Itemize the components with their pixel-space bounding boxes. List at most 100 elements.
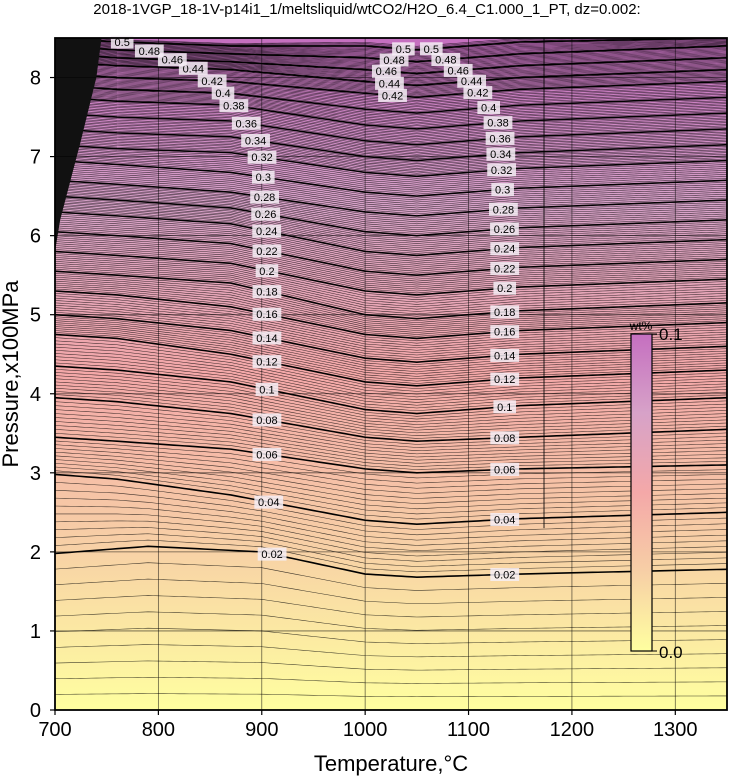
contour-minor — [55, 164, 727, 201]
contour-minor — [55, 94, 727, 127]
contour-label-bg — [420, 42, 443, 56]
contour-label: 0.28 — [254, 192, 275, 204]
contour-minor — [55, 433, 727, 470]
contour-label: 0.36 — [236, 118, 257, 130]
contour-minor — [55, 384, 727, 431]
contour-label-bg — [257, 547, 287, 561]
contour-minor — [55, 189, 727, 229]
y-axis-label: Pressure,x100MPa — [0, 280, 23, 468]
contour-minor — [55, 255, 727, 300]
contour-minor — [55, 324, 727, 375]
unstable-region — [55, 38, 102, 252]
contour-minor — [55, 261, 727, 308]
contour-label-bg — [252, 224, 282, 238]
contour-label-bg — [490, 305, 520, 319]
contour-minor — [63, 38, 697, 49]
contour-label: 0.34 — [245, 135, 266, 147]
contour-label: 0.02 — [494, 569, 515, 581]
contour-label-bg — [231, 116, 261, 130]
contour-minor — [55, 330, 727, 382]
contour-label: 0.1 — [497, 402, 512, 414]
contour-minor — [55, 309, 727, 358]
contour-minor — [55, 266, 727, 315]
contour-label-bg — [490, 261, 520, 275]
contour-major — [55, 195, 727, 237]
contour-label-bg — [219, 99, 249, 113]
contour-minor — [55, 611, 727, 631]
contour-label: 0.2 — [259, 266, 274, 278]
contour-minor — [55, 98, 727, 131]
contour-minor — [55, 372, 727, 420]
contour-label: 0.24 — [494, 244, 515, 256]
contour-label-bg — [252, 355, 282, 369]
y-tick-label: 5 — [30, 305, 41, 327]
contour-minor — [55, 183, 727, 221]
contour-major — [55, 230, 727, 276]
contour-minor — [55, 215, 727, 260]
contour-label-bg — [457, 74, 487, 88]
contour-minor — [55, 378, 727, 425]
contour-minor — [55, 350, 727, 400]
contour-minor — [55, 139, 727, 172]
contour-minor — [55, 106, 727, 139]
contour-minor — [55, 394, 727, 439]
contour-label: 0.26 — [255, 209, 276, 221]
contour-minor — [55, 117, 727, 150]
contour-major — [55, 112, 727, 146]
contour-minor — [55, 401, 727, 445]
contour-minor — [55, 346, 727, 398]
contour-label: 0.5 — [396, 44, 411, 56]
contour-minor — [55, 170, 727, 207]
contour-label-bg — [252, 170, 275, 184]
contour-minor — [55, 455, 727, 499]
contour-label-bg — [493, 400, 517, 414]
contour-major — [55, 84, 727, 114]
contour-label: 0.34 — [490, 149, 511, 161]
x-tick-label: 800 — [142, 719, 175, 741]
contour-label: 0.5 — [424, 44, 439, 56]
contour-minor — [55, 368, 727, 417]
contour-label-bg — [251, 207, 281, 221]
contour-lines — [55, 38, 727, 710]
contour-minor — [55, 282, 727, 331]
contour-minor — [55, 562, 727, 591]
x-axis-label: Temperature,°C — [314, 751, 468, 776]
contour-minor — [55, 320, 727, 370]
contour-minor — [55, 174, 727, 211]
contour-minor — [55, 272, 727, 321]
contour-minor — [55, 302, 727, 351]
contour-minor — [55, 444, 727, 484]
contour-label-bg — [252, 413, 282, 427]
contour-label: 0.22 — [494, 263, 515, 275]
contour-label: 0.02 — [261, 549, 282, 561]
contour-label-bg — [255, 382, 279, 396]
contour-minor — [55, 489, 727, 536]
contour-minor — [55, 187, 727, 227]
contour-minor — [55, 337, 727, 389]
contour-minor — [55, 627, 727, 644]
contour-minor — [55, 229, 727, 274]
contour-minor — [55, 213, 727, 258]
contour-minor — [55, 326, 727, 377]
contour-label-bg — [490, 462, 520, 476]
contour-label: 0.06 — [256, 449, 277, 461]
contour-major — [55, 436, 727, 474]
contour-minor — [55, 466, 727, 515]
contour-label: 0.4 — [481, 103, 496, 115]
x-tick-label: 1100 — [447, 719, 490, 741]
plot-frame — [54, 37, 728, 711]
contour-label: 0.18 — [256, 287, 277, 299]
contour-label-bg — [490, 513, 520, 527]
contour-minor — [55, 206, 727, 250]
contour-minor — [55, 40, 727, 54]
contour-minor — [55, 158, 727, 195]
contour-minor — [55, 103, 727, 136]
contour-minor — [55, 181, 727, 219]
contour-label-bg — [371, 64, 401, 78]
contour-major — [55, 211, 727, 257]
contour-label: 0.38 — [223, 101, 244, 113]
contour-label-bg — [250, 190, 280, 204]
contour-label-bg — [490, 222, 519, 236]
contour-minor — [55, 578, 727, 605]
contour-minor — [55, 92, 727, 123]
